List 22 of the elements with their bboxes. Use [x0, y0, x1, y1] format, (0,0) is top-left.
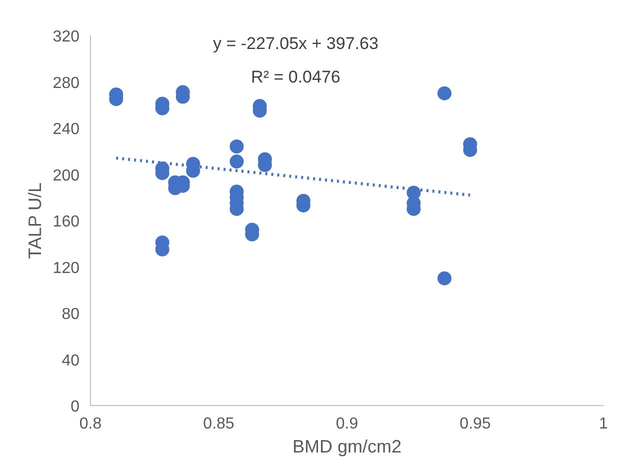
y-tick-label: 320	[52, 28, 80, 46]
annotation: R² = 0.0476	[251, 68, 340, 87]
y-axis-title: TALP U/L	[24, 182, 45, 259]
x-axis-title: BMD gm/cm2	[292, 436, 402, 456]
x-tick-label: 0.8	[79, 416, 102, 432]
y-tick-label: 200	[52, 167, 80, 184]
x-tick-label: 0.9	[336, 416, 358, 432]
y-tick-label: 120	[52, 260, 80, 277]
y-tick-label: 80	[62, 306, 80, 323]
annotation: y = -227.05x + 397.63	[213, 34, 378, 54]
point	[230, 154, 244, 169]
x-tick-label: 1	[599, 416, 608, 432]
y-tick-label: 280	[52, 74, 80, 92]
y-tick-label: 0	[70, 398, 80, 416]
point	[230, 140, 244, 154]
y-tick-label: 40	[62, 352, 80, 370]
x-tick-label: 0.85	[203, 416, 234, 432]
x-tick-label: 0.95	[460, 416, 491, 432]
point	[437, 86, 452, 100]
point	[437, 271, 452, 286]
y-tick-label: 240	[52, 121, 80, 138]
y-tick-label: 160	[52, 214, 80, 230]
